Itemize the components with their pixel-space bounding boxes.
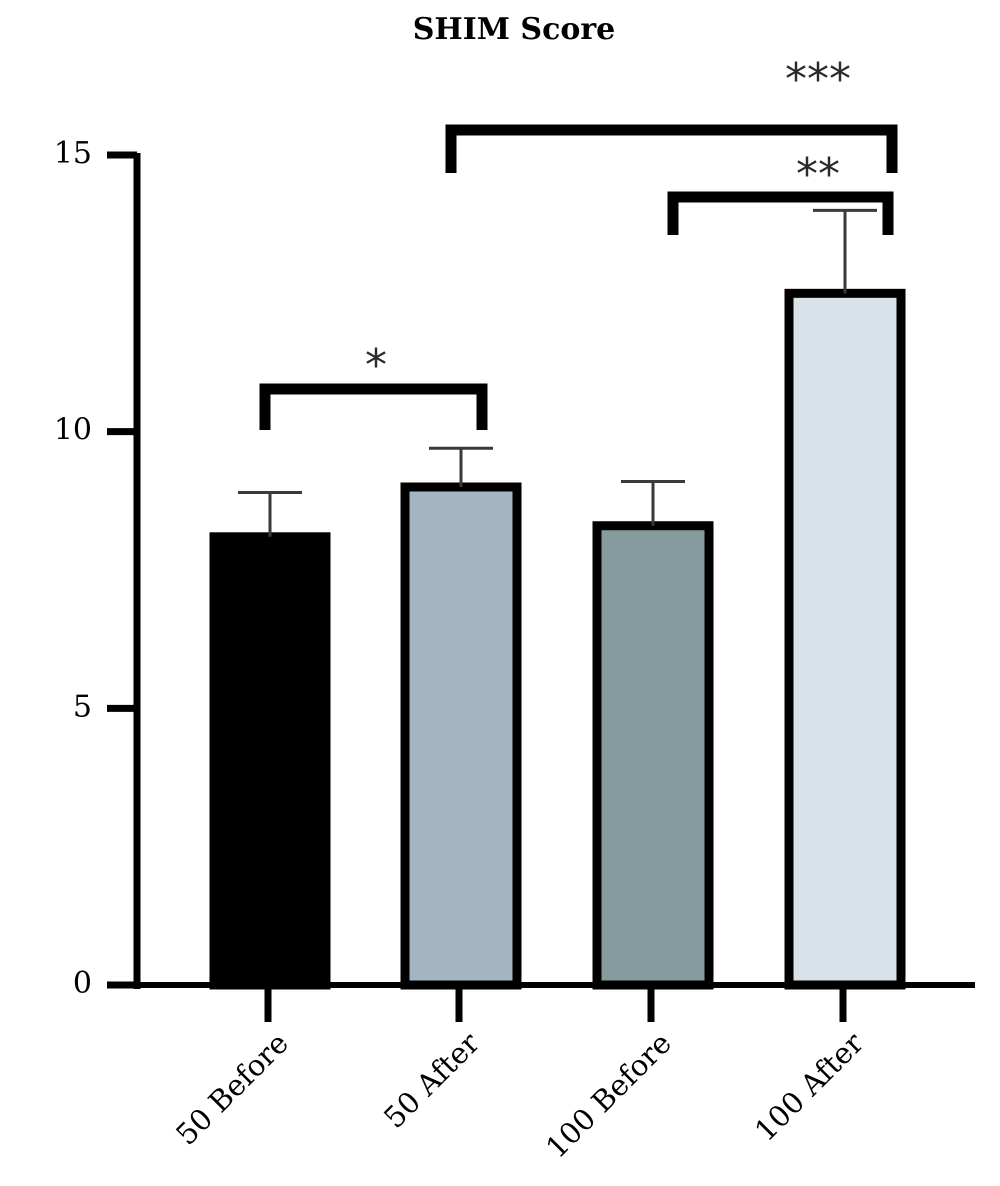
bar-3 <box>784 288 906 990</box>
significance-label-2: *** <box>785 54 851 105</box>
x-tick-label-1: 50 After <box>377 1026 486 1135</box>
significance-brackets: ****** <box>259 54 898 430</box>
y-tick-label-3: 15 <box>54 136 92 171</box>
y-tick-label-1: 5 <box>73 689 92 724</box>
y-tick-label-2: 10 <box>54 413 92 448</box>
significance-label-0: * <box>365 340 387 391</box>
significance-bracket-2 <box>445 124 898 173</box>
bar-1 <box>400 482 522 990</box>
bar-2 <box>592 521 714 990</box>
bars <box>209 288 906 990</box>
x-tick-label-2: 100 Before <box>539 1026 678 1165</box>
significance-bracket-1 <box>667 191 894 235</box>
significance-bracket-0 <box>259 383 488 430</box>
y-tick-label-0: 0 <box>73 966 92 1001</box>
x-tick-label-3: 100 After <box>748 1026 870 1148</box>
error-bars <box>238 208 877 537</box>
bar-0 <box>209 532 331 990</box>
significance-label-1: ** <box>796 149 840 200</box>
x-tick-label-0: 50 Before <box>169 1026 295 1152</box>
chart-title: SHIM Score <box>412 12 616 47</box>
